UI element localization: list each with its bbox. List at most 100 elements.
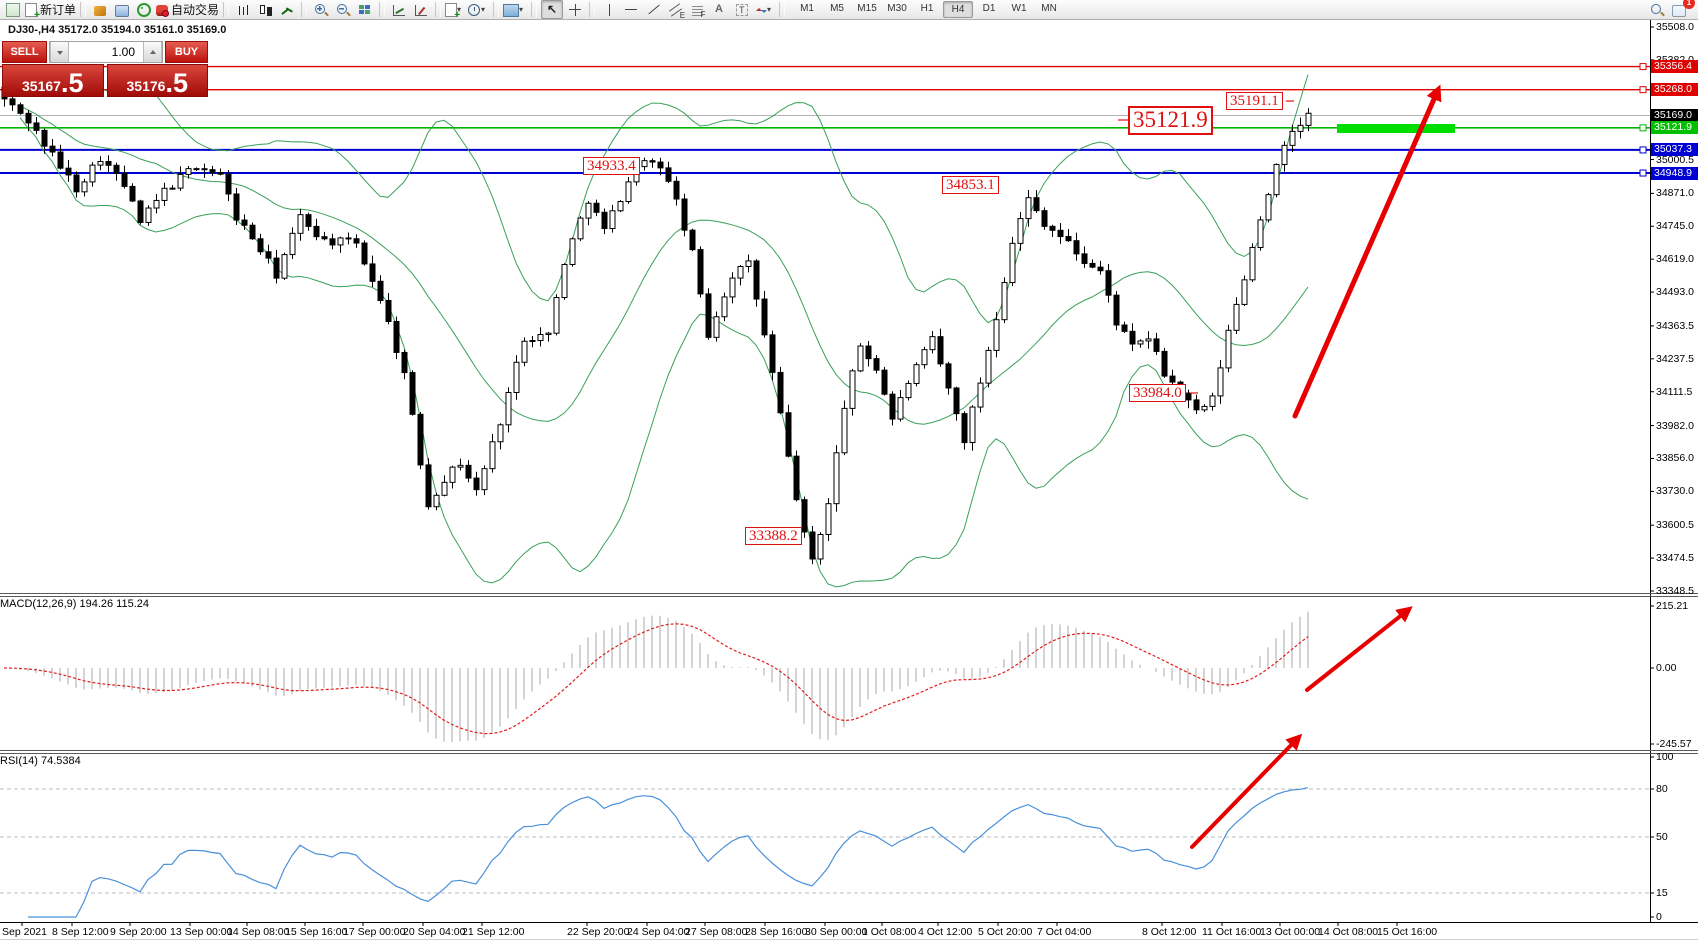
tile-windows-button[interactable]	[355, 1, 375, 18]
timeframe-w1-button[interactable]: W1	[1011, 3, 1027, 14]
toolbar-right-group: 1	[1646, 0, 1695, 18]
chat2-glyph-icon	[115, 4, 130, 17]
time-label: 14 Sep 08:00	[227, 926, 290, 938]
macd-tick-label: -245.57	[1656, 738, 1692, 750]
timeframe-m30-button[interactable]: M30	[887, 3, 907, 14]
price-tick-label: 34619.0	[1656, 253, 1694, 266]
auto-scroll-button[interactable]	[389, 1, 409, 18]
line-chart-type-button[interactable]	[277, 1, 297, 18]
timeframe-m1-button[interactable]: M1	[800, 3, 814, 14]
autotrade-glyph-icon	[156, 5, 170, 17]
sell-price[interactable]: 35167.5	[2, 64, 104, 97]
timeframe-mn-button[interactable]: MN	[1041, 3, 1057, 14]
triangle-down-icon	[56, 50, 63, 58]
toolbar-separator	[493, 2, 500, 17]
time-label: 20 Sep 04:00	[403, 926, 466, 938]
vertical-line-tool-button[interactable]	[599, 1, 619, 18]
text-label-tool-button[interactable]	[731, 1, 751, 18]
time-label: 5 Oct 20:00	[978, 926, 1033, 938]
chart-canvas[interactable]	[0, 20, 1698, 941]
bars-glyph-icon	[236, 2, 251, 17]
timeframe-h4-button[interactable]: H4	[943, 1, 974, 18]
rsi-tick-label: 80	[1656, 783, 1668, 795]
toolbar-separator	[80, 2, 87, 17]
crosshair-tool-button[interactable]	[565, 1, 585, 18]
time-label: 7 Oct 04:00	[1037, 926, 1092, 938]
arrows-tool-button[interactable]	[753, 1, 775, 18]
price-tick-label: 34745.0	[1656, 220, 1694, 233]
horizontal-levels	[0, 63, 1650, 177]
rsi-tick-label: 100	[1656, 751, 1674, 763]
fib-glyph-icon: F	[691, 5, 706, 19]
add-indicator-button[interactable]	[445, 1, 465, 21]
toolbar: 新订单 自动交易 E F M1 M5 M15 M30 H1 H4 D1 W1 MN 1	[0, 0, 1698, 21]
price-callout-34933.4: 34933.4	[583, 157, 640, 176]
time-label: 30 Sep 00:00	[805, 926, 868, 938]
clock-glyph-icon	[467, 3, 481, 17]
zoom-in-button[interactable]	[311, 1, 331, 18]
rsi-label: RSI(14) 74.5384	[0, 755, 81, 767]
chart-shift-button[interactable]	[411, 1, 431, 18]
indwin-glyph-icon	[392, 3, 406, 17]
trendline-tool-button[interactable]	[643, 1, 663, 18]
time-label: 8 Sep 12:00	[52, 926, 109, 938]
arrows-glyph-icon	[753, 3, 768, 17]
auto-trading-button[interactable]: 自动交易	[156, 1, 219, 18]
candlestick-chart-type-button[interactable]	[255, 1, 275, 18]
buy-price[interactable]: 35176.5	[106, 64, 208, 97]
price-label-35037.3: 35037.3	[1651, 143, 1698, 157]
buy-button[interactable]: BUY	[165, 41, 208, 63]
dropdown-arrow-icon[interactable]	[519, 5, 527, 14]
horizontal-line-tool-button[interactable]	[621, 1, 641, 18]
chart-template-button[interactable]	[503, 1, 527, 18]
price-tick-label: 33982.0	[1656, 419, 1694, 432]
dropdown-arrow-icon[interactable]	[767, 5, 775, 14]
period-menu-button[interactable]	[467, 1, 489, 18]
zoom-out-button[interactable]	[333, 1, 353, 18]
fibonacci-tool-button[interactable]: F	[687, 1, 707, 19]
notifications-icon[interactable]: 1	[1669, 0, 1695, 18]
time-label: 4 Oct 12:00	[918, 926, 973, 938]
zoomin-glyph-icon	[314, 2, 329, 17]
tline-glyph-icon	[646, 3, 660, 17]
sell-button[interactable]: SELL	[2, 41, 47, 63]
volume-increase-button[interactable]	[143, 42, 162, 62]
dropdown-arrow-icon[interactable]	[481, 5, 489, 14]
timeframe-d1-button[interactable]: D1	[982, 3, 996, 14]
price-tick-label: 34871.0	[1656, 187, 1694, 200]
navigator-icon[interactable]	[134, 1, 154, 18]
time-label: 14 Oct 08:00	[1318, 926, 1379, 938]
toolbar-separator	[379, 2, 386, 17]
price-tick-label: 35000.5	[1656, 153, 1694, 166]
rsi-line	[28, 787, 1309, 918]
text-tool-button[interactable]	[709, 1, 729, 18]
channel-tool-button[interactable]: E	[665, 1, 685, 20]
price-callout-34853.1: 34853.1	[942, 176, 999, 195]
time-label: 9 Sep 20:00	[110, 926, 167, 938]
bar-chart-type-button[interactable]	[233, 1, 253, 18]
bollinger-bands	[19, 74, 1309, 588]
new-order-button[interactable]: 新订单	[25, 1, 76, 21]
price-tick-label: 33348.5	[1656, 585, 1694, 597]
market-watch-icon[interactable]	[90, 1, 110, 18]
price-tick-label: 33730.0	[1656, 485, 1694, 498]
price-label-35121.9: 35121.9	[1651, 121, 1698, 135]
timeframe-h1-button[interactable]: H1	[920, 3, 934, 14]
textA-glyph-icon	[712, 3, 726, 17]
tool-sub-letter: F	[700, 9, 706, 19]
search-icon[interactable]	[1647, 1, 1667, 18]
chart-window-icon[interactable]	[3, 1, 23, 18]
data-window-icon[interactable]	[112, 1, 132, 18]
docplus-glyph-icon	[25, 2, 40, 21]
price-callout-35191.1: 35191.1	[1226, 92, 1283, 111]
rsi-tick-label: 50	[1656, 831, 1668, 843]
price-tick-label: 33856.0	[1656, 452, 1694, 465]
textT-glyph-icon	[734, 3, 748, 17]
volume-input[interactable]: 1.00	[111, 45, 135, 59]
timeframe-m5-button[interactable]: M5	[830, 3, 844, 14]
cursor-tool-button[interactable]	[541, 0, 564, 19]
price-callout-33388.2: 33388.2	[745, 527, 802, 546]
timeframe-m15-button[interactable]: M15	[857, 3, 877, 14]
time-label: 22 Sep 20:00	[567, 926, 630, 938]
volume-decrease-button[interactable]	[50, 42, 69, 62]
